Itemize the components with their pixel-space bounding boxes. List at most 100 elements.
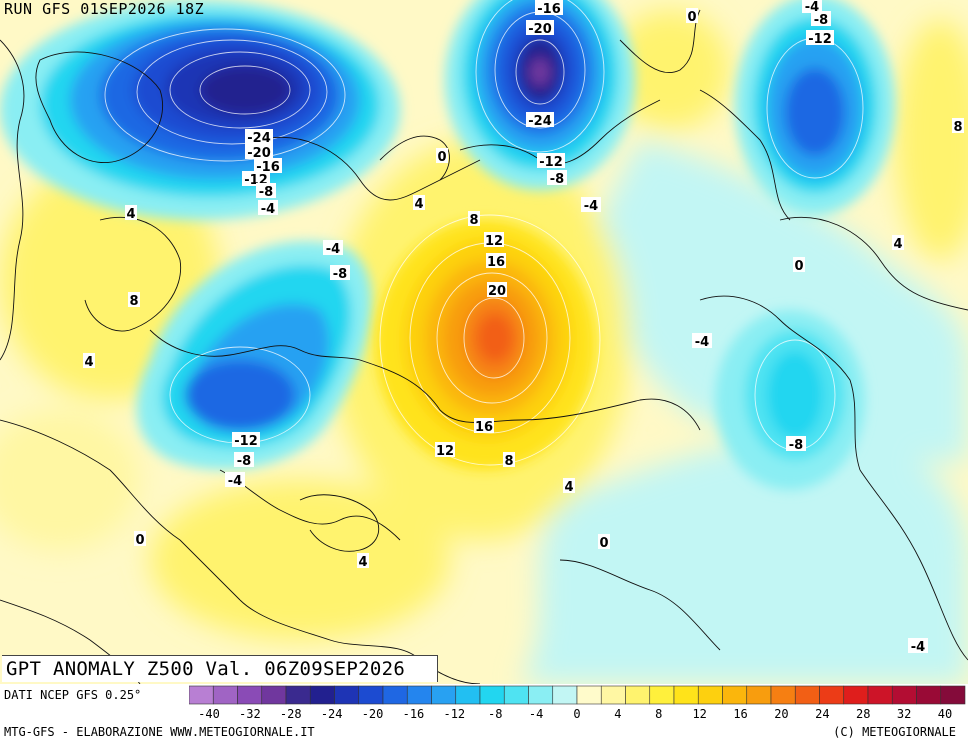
contour-label-text: -12 (808, 32, 832, 47)
contour-label-bg (357, 553, 369, 568)
legend-swatch (503, 685, 529, 705)
contour-label-text: -4 (911, 640, 925, 655)
contour-label: -24 (526, 112, 554, 129)
contour-label-bg (435, 442, 455, 457)
low-central (136, 241, 372, 470)
contour-label-text: -8 (333, 267, 347, 282)
legend-tick-label: 28 (856, 707, 870, 721)
contour-label: 8 (468, 211, 480, 228)
legend-tick-label: 40 (938, 707, 952, 721)
contour-label-text: 0 (437, 150, 446, 165)
legend-swatch (552, 685, 578, 705)
contour-label-text: 4 (414, 197, 423, 212)
legend-tick-label: 12 (692, 707, 706, 721)
contour-label-text: 16 (475, 420, 493, 435)
legend-swatch (334, 685, 360, 705)
contour-label-bg (258, 200, 278, 215)
contour-label: 12 (435, 442, 455, 459)
legend-swatch (625, 685, 651, 705)
contour-label-bg (245, 129, 273, 144)
legend-tick-label: 4 (614, 707, 621, 721)
contour-label-bg (413, 195, 425, 210)
contour-label: 16 (486, 253, 506, 270)
contour-label-text: 8 (953, 120, 962, 135)
contour-label: -4 (581, 197, 601, 214)
contour-label-bg (952, 118, 964, 133)
contour-label: 0 (436, 148, 448, 165)
contour-label-text: 0 (135, 533, 144, 548)
contour-label: -4 (692, 333, 712, 350)
contour-label-text: 0 (687, 10, 696, 25)
contour-label-bg (225, 472, 245, 487)
contour-label-bg (484, 232, 504, 247)
contour-label: 20 (487, 282, 507, 299)
legend-tick-label: 8 (655, 707, 662, 721)
contour-label-text: 12 (436, 444, 454, 459)
contour-label-text: 8 (504, 454, 513, 469)
contour-label: -4 (225, 472, 245, 489)
legend-swatch (819, 685, 845, 705)
anomaly-title: GPT ANOMALY Z500 Val. 06Z09SEP2026 (2, 655, 438, 682)
contour-label-text: 4 (84, 355, 93, 370)
contour-label-text: -12 (539, 155, 563, 170)
contour-label-bg (802, 0, 822, 13)
contour-label: -8 (234, 452, 254, 469)
contour-label: 4 (83, 353, 95, 370)
contour-label-bg (692, 333, 712, 348)
legend-swatch (576, 685, 602, 705)
contour-label-text: 4 (564, 480, 573, 495)
legend-swatch (940, 685, 966, 705)
contour-label: 16 (474, 418, 494, 435)
contour-label: -20 (245, 144, 273, 161)
legend-swatch (455, 685, 481, 705)
contour-label-bg (487, 282, 507, 297)
contour-label-bg (83, 353, 95, 368)
contour-label: -8 (811, 11, 831, 28)
contour-label-bg (908, 638, 928, 653)
data-source: DATI NCEP GFS 0.25° (4, 688, 142, 702)
contour-label-bg (234, 452, 254, 467)
contour-label-bg (686, 8, 698, 23)
contour-label-text: -8 (237, 454, 251, 469)
contour-label-bg (581, 197, 601, 212)
contour-label-bg (537, 153, 565, 168)
contour-label: -4 (323, 240, 343, 257)
contour-label-text: 0 (599, 536, 608, 551)
contour-label: -16 (535, 0, 563, 17)
low-north (445, 0, 635, 190)
contour-label-bg (526, 112, 554, 127)
contour-label-text: -12 (234, 434, 258, 449)
contour-label: 4 (563, 478, 575, 495)
legend-tick-label: 20 (774, 707, 788, 721)
legend-swatch (382, 685, 408, 705)
contour-label-bg (128, 292, 140, 307)
footer-right: (C) METEOGIORNALE (833, 725, 956, 739)
contour-label: -12 (232, 432, 260, 449)
contour-label: -8 (547, 170, 567, 187)
legend-tick-label: 32 (897, 707, 911, 721)
contour-labels: -16-20-24-12-80-4-8-128-24-20-16-12-8-40… (83, 0, 964, 655)
contour-label: -4 (908, 638, 928, 655)
contour-label: 0 (134, 531, 146, 548)
contour-label-bg (547, 170, 567, 185)
contour-label: -4 (258, 200, 278, 217)
legend-swatch (867, 685, 893, 705)
contour-label-text: -8 (789, 438, 803, 453)
contour-label: -24 (245, 129, 273, 146)
contour-label-bg (245, 144, 273, 159)
legend-swatch (406, 685, 432, 705)
contour-label-text: -16 (537, 2, 561, 17)
contour-label: 8 (952, 118, 964, 135)
contour-label-text: 12 (485, 234, 503, 249)
color-legend: -40 -32 -28 -24 -20 -16 -12 -8 -4 0 4 8 12 16 20 24 28 32… (189, 685, 966, 721)
contour-label-bg (468, 211, 480, 226)
contour-label-text: 0 (794, 259, 803, 274)
contour-label-text: -4 (326, 242, 340, 257)
contour-label-bg (330, 265, 350, 280)
footer-left: MTG-GFS - ELABORAZIONE WWW.METEOGIORNALE… (4, 725, 315, 739)
contour-label: 12 (484, 232, 504, 249)
contour-label: 4 (125, 205, 137, 222)
contour-label: 0 (598, 534, 610, 551)
contour-label-bg (134, 531, 146, 546)
legend-swatch (746, 685, 772, 705)
